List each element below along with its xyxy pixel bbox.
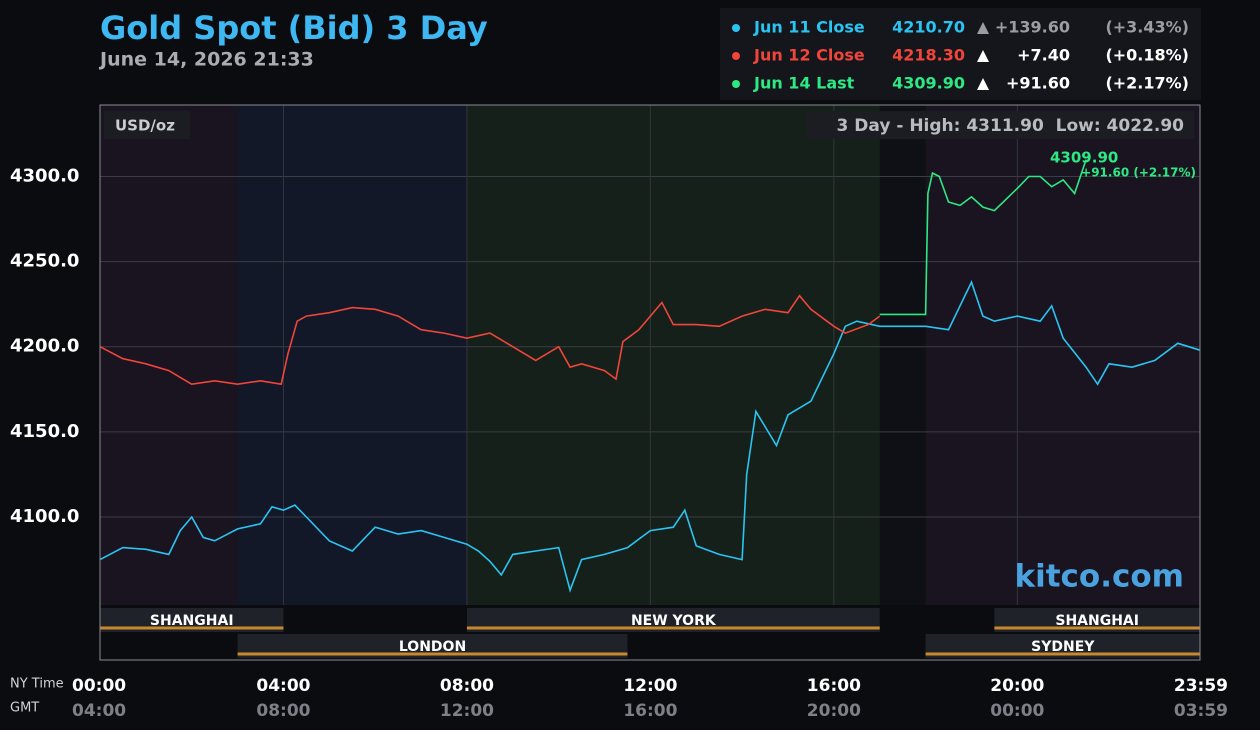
legend-change: +7.40	[1017, 46, 1070, 65]
legend-arrow	[977, 22, 989, 34]
x2-tick-label: 16:00	[623, 701, 677, 721]
legend-dot	[732, 80, 740, 88]
series-line	[99, 294, 881, 386]
series-line	[99, 279, 1201, 593]
session-label: SYDNEY	[1031, 639, 1095, 655]
session-label: SHANGHAI	[150, 613, 234, 629]
last-change-annotation: +91.60 (+2.17%)	[1081, 166, 1196, 180]
x-tick-label: 00:00	[72, 676, 126, 696]
legend-box	[720, 8, 1201, 100]
legend-dot	[732, 24, 740, 32]
x-axis-label: NY Time	[10, 677, 64, 692]
y-tick-label: 4100.0	[10, 506, 79, 527]
x2-tick-label: 08:00	[256, 701, 310, 721]
x2-axis-label: GMT	[10, 701, 39, 716]
stats-box	[806, 111, 1194, 139]
chart-date: June 14, 2026 21:33	[98, 49, 314, 71]
unit-box	[104, 111, 190, 139]
x-tick-label: 08:00	[440, 676, 494, 696]
legend-pct: (+3.43%)	[1105, 18, 1189, 37]
session-shade	[466, 105, 880, 605]
legend-change: +139.60	[995, 18, 1070, 37]
y-tick-label: 4300.0	[10, 166, 79, 187]
legend-pct: (+0.18%)	[1105, 46, 1189, 65]
x-tick-label: 16:00	[807, 676, 861, 696]
legend-last: 4210.70	[892, 18, 965, 37]
legend-change: +91.60	[1006, 74, 1070, 93]
x-tick-label: 23:59	[1174, 676, 1228, 696]
x-tick-label: 04:00	[256, 676, 310, 696]
x2-tick-label: 04:00	[72, 701, 126, 721]
session-label: NEW YORK	[631, 613, 717, 629]
session-label: SHANGHAI	[1055, 613, 1139, 629]
x-tick-label: 20:00	[990, 676, 1044, 696]
chart-title: Gold Spot (Bid) 3 Day	[100, 9, 488, 47]
y-tick-label: 4200.0	[10, 336, 79, 357]
series-line	[879, 159, 1087, 316]
legend-name: Jun 11 Close	[753, 18, 865, 37]
legend-arrow	[977, 78, 989, 90]
legend-name: Jun 12 Close	[753, 46, 865, 65]
legend-name: Jun 14 Last	[753, 74, 855, 93]
x2-tick-label: 03:59	[1174, 701, 1228, 721]
x-tick-label: 12:00	[623, 676, 677, 696]
legend-dot	[732, 52, 740, 60]
legend-pct: (+2.17%)	[1105, 74, 1189, 93]
x2-tick-label: 20:00	[807, 701, 861, 721]
legend-last: 4218.30	[892, 46, 965, 65]
watermark: kitco.com	[1015, 559, 1185, 595]
plot-border	[99, 104, 1201, 661]
unit-label: USD/oz	[115, 117, 175, 135]
y-tick-label: 4150.0	[10, 421, 79, 442]
x2-tick-label: 00:00	[990, 701, 1044, 721]
session-shade	[994, 105, 1200, 605]
last-value-annotation: 4309.90	[1050, 149, 1118, 167]
legend-arrow	[977, 50, 989, 62]
legend-last: 4309.90	[892, 74, 965, 93]
session-label: LONDON	[399, 639, 466, 655]
x2-tick-label: 12:00	[440, 701, 494, 721]
stats-label: 3 Day - High: 4311.90 Low: 4022.90	[837, 116, 1185, 136]
y-tick-label: 4250.0	[10, 251, 79, 272]
